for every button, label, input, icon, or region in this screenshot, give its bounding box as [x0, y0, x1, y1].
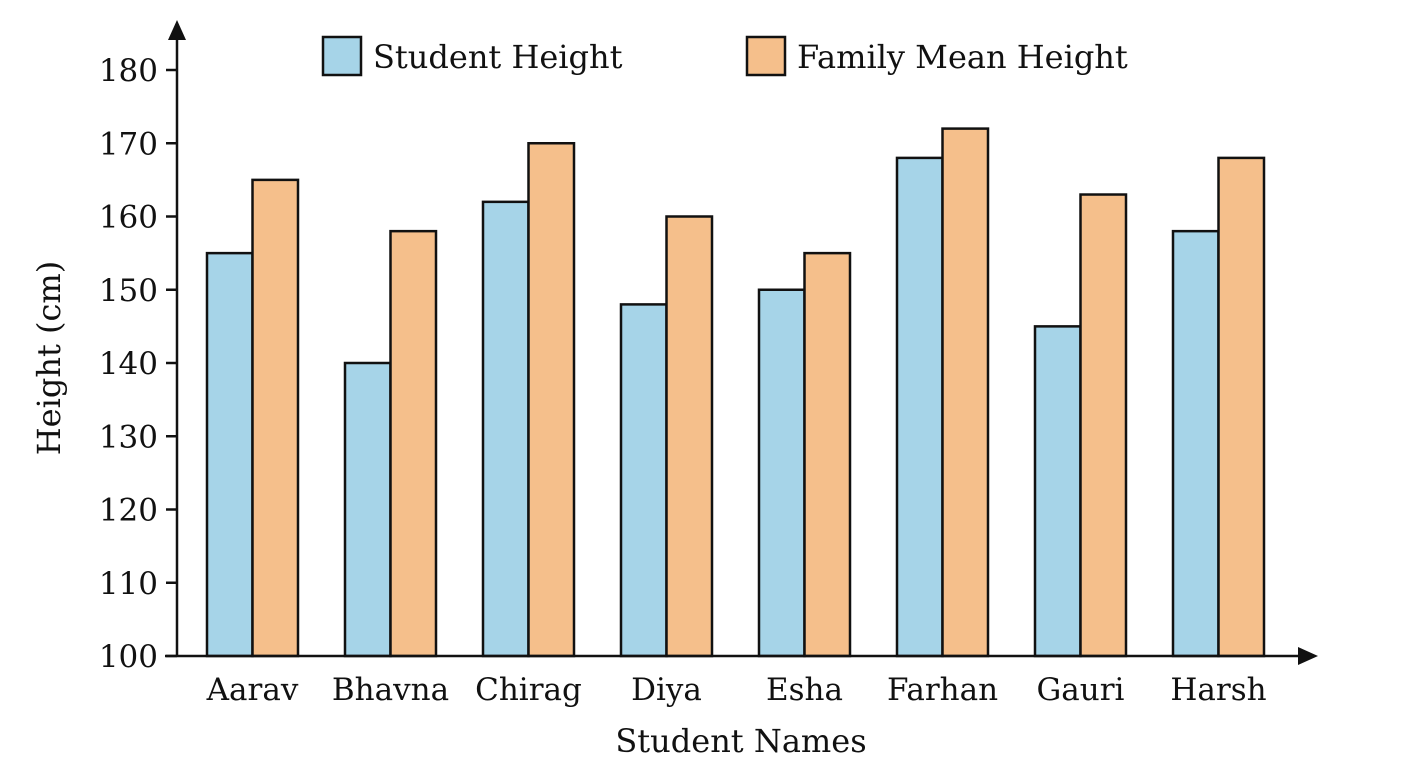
legend: Student Height Family Mean Height — [321, 35, 1128, 77]
bar-student-height-esha — [757, 288, 806, 658]
x-tick-label-diya: Diya — [631, 672, 702, 708]
bar-student-height-bhavna — [343, 361, 392, 658]
bar-student-height-harsh — [1171, 229, 1220, 658]
bar-family-mean-height-diya — [665, 215, 714, 658]
x-tick-label-aarav: Aarav — [206, 672, 299, 708]
bar-family-mean-height-aarav — [251, 178, 300, 658]
y-tick-label: 160 — [99, 200, 158, 236]
bar-student-height-gauri — [1033, 325, 1082, 658]
y-tick-label: 150 — [99, 273, 158, 309]
y-tick-label: 110 — [99, 566, 158, 602]
bar-family-mean-height-harsh — [1217, 156, 1266, 658]
legend-swatch-student-height — [321, 35, 363, 77]
bar-family-mean-height-gauri — [1079, 193, 1128, 658]
axes-layer — [165, 20, 1318, 665]
x-tick-label-chirag: Chirag — [475, 672, 582, 708]
y-tick-label: 130 — [99, 419, 158, 455]
legend-label-student-height: Student Height — [373, 38, 623, 76]
bar-family-mean-height-esha — [803, 251, 852, 658]
y-axis-title: Height (cm) — [30, 261, 68, 455]
legend-swatch-family-mean-height — [745, 35, 787, 77]
bar-student-height-farhan — [895, 156, 944, 658]
y-tick-label: 120 — [99, 493, 158, 529]
y-tick-label: 180 — [99, 53, 158, 89]
x-tick-label-bhavna: Bhavna — [332, 672, 449, 708]
x-axis-title: Student Names — [615, 722, 866, 760]
x-tick-labels: Aarav Bhavna Chirag Diya Esha Farhan Gauri Hars… — [206, 672, 1267, 708]
y-tick-label: 140 — [99, 346, 158, 382]
x-tick-label-esha: Esha — [766, 672, 843, 708]
x-axis-arrow — [1298, 647, 1318, 665]
y-tick-label: 100 — [99, 639, 158, 675]
x-tick-label-farhan: Farhan — [887, 672, 998, 708]
y-tick-label: 170 — [99, 126, 158, 162]
bar-family-mean-height-farhan — [941, 127, 990, 658]
y-ticks: 100 110 120 130 140 150 160 170 180 — [99, 53, 177, 675]
bar-student-height-diya — [619, 303, 668, 658]
bar-student-height-aarav — [205, 251, 254, 658]
legend-label-family-mean-height: Family Mean Height — [797, 38, 1128, 76]
bar-student-height-chirag — [481, 200, 530, 658]
x-tick-label-harsh: Harsh — [1170, 672, 1266, 708]
y-axis-arrow — [168, 20, 186, 40]
bar-family-mean-height-chirag — [527, 142, 576, 658]
x-tick-label-gauri: Gauri — [1037, 672, 1125, 708]
bar-family-mean-height-bhavna — [389, 229, 438, 658]
bars-layer — [205, 127, 1266, 658]
